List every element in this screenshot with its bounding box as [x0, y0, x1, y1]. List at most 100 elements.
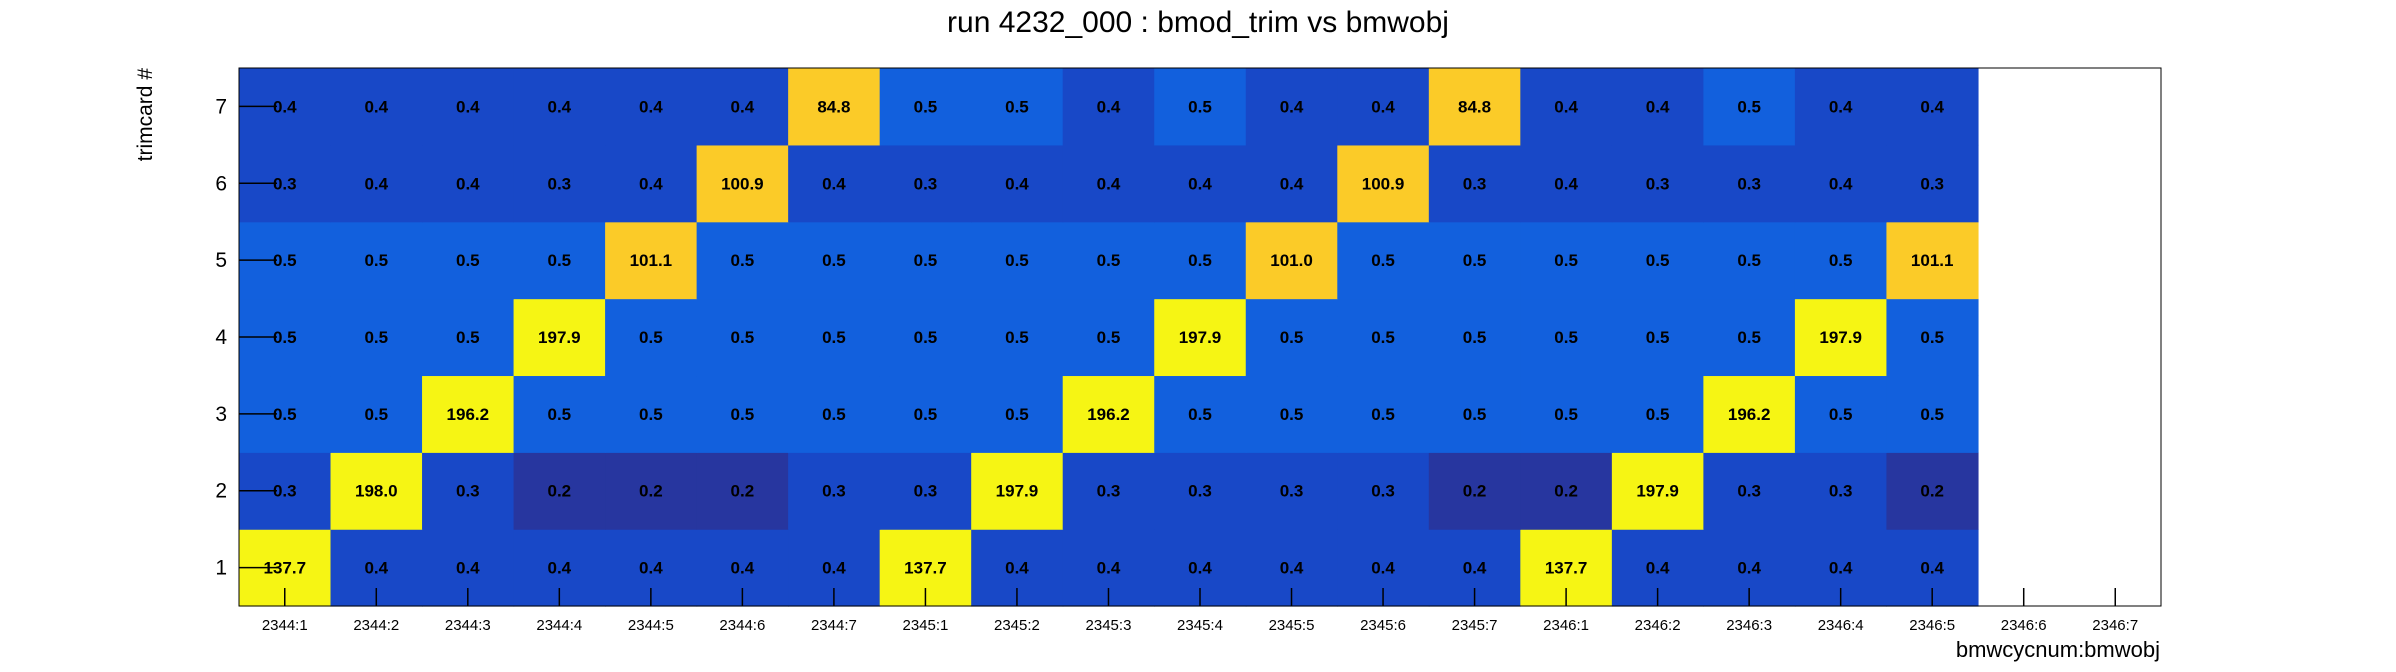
- cell-value-label: 0.3: [548, 174, 572, 193]
- cell-value-label: 196.2: [447, 405, 490, 424]
- cell-value-label: 0.4: [1920, 559, 1944, 578]
- x-tick-label: 2345:2: [994, 617, 1040, 634]
- heatmap-cell: [513, 144, 606, 223]
- heatmap-cell: [1062, 452, 1155, 530]
- heatmap-cell: [330, 298, 423, 377]
- heatmap-cell: [1428, 221, 1521, 300]
- heatmap-cell: [1794, 298, 1888, 377]
- cell-value-label: 0.5: [1097, 251, 1121, 270]
- x-tick-label: 2345:4: [1177, 617, 1223, 634]
- heatmap-cell: [1154, 221, 1247, 300]
- cell-value-label: 0.5: [1646, 251, 1670, 270]
- x-tick-label: 2346:2: [1635, 617, 1681, 634]
- cell-value-label: 0.4: [1829, 559, 1853, 578]
- cell-value-label: 0.4: [731, 559, 755, 578]
- chart-title: run 4232_000 : bmod_trim vs bmwobj: [947, 6, 1449, 39]
- cell-value-label: 0.5: [1554, 251, 1578, 270]
- heatmap-cell: [1794, 452, 1888, 530]
- heatmap-cell: [1062, 375, 1155, 453]
- heatmap-cell: [1520, 375, 1613, 453]
- heatmap-cell: [1520, 221, 1613, 300]
- heatmap-cell: [1428, 68, 1521, 146]
- heatmap-cell: [422, 375, 515, 453]
- heatmap-cell: [1794, 375, 1888, 453]
- x-tick-label: 2345:6: [1360, 617, 1406, 634]
- cell-value-label: 101.1: [1911, 251, 1954, 270]
- cell-value-label: 0.5: [1188, 405, 1212, 424]
- x-tick-labels: 2344:1 2344:2 2344:3 2344:4 2344:5 2344:6 2344…: [262, 617, 2138, 634]
- heatmap-cell: [605, 375, 698, 453]
- heatmap-cell: [1611, 144, 1704, 223]
- cell-value-label: 0.4: [639, 559, 663, 578]
- cell-value-label: 0.5: [1371, 405, 1395, 424]
- heatmap-cell: [1428, 452, 1521, 530]
- cell-value-label: 0.3: [1371, 482, 1395, 501]
- cell-value-label: 0.4: [639, 174, 663, 193]
- x-tick-label: 2344:2: [353, 617, 399, 634]
- cell-value-label: 0.4: [1554, 97, 1578, 116]
- cell-value-label: 0.5: [1737, 251, 1761, 270]
- cell-value-label: 0.5: [364, 328, 388, 347]
- cell-value-label: 0.3: [822, 482, 846, 501]
- cell-value-label: 0.5: [364, 405, 388, 424]
- cell-value-label: 0.3: [1829, 482, 1853, 501]
- heatmap-cell: [971, 298, 1064, 377]
- heatmap-cell: [1428, 144, 1521, 223]
- heatmap-cell: [605, 221, 698, 300]
- heatmap-cell: [513, 375, 606, 453]
- cell-value-label: 0.4: [1829, 97, 1853, 116]
- cell-value-label: 0.5: [1097, 328, 1121, 347]
- heatmap-cell: [1886, 375, 1979, 453]
- heatmap-cell: [330, 144, 423, 223]
- cell-value-label: 0.5: [731, 328, 755, 347]
- heatmap-cell: [1611, 68, 1704, 146]
- x-tick-label: 2344:6: [719, 617, 765, 634]
- cell-value-label: 197.9: [538, 328, 581, 347]
- heatmap-cell: [422, 452, 515, 530]
- cell-value-label: 137.7: [263, 559, 306, 578]
- y-tick-labels: 1 2 3 4 5 6 7: [215, 95, 227, 579]
- cell-value-label: 0.2: [1920, 482, 1944, 501]
- cell-value-label: 0.4: [1371, 559, 1395, 578]
- x-tick-label: 2346:3: [1726, 617, 1772, 634]
- cell-value-label: 0.5: [1920, 405, 1944, 424]
- heatmap-cell: [1245, 452, 1338, 530]
- cell-value-label: 0.2: [639, 482, 663, 501]
- heatmap-cell: [1703, 144, 1796, 223]
- cell-value-label: 0.4: [1280, 174, 1304, 193]
- x-tick-label: 2344:7: [811, 617, 857, 634]
- heatmap-cell: [788, 452, 881, 530]
- heatmap-cell: [1703, 68, 1796, 146]
- cell-value-label: 0.3: [914, 174, 938, 193]
- heatmap-cell: [971, 68, 1064, 146]
- cell-value-label: 196.2: [1728, 405, 1771, 424]
- cell-value-label: 0.4: [1097, 97, 1121, 116]
- heatmap-cell: [1611, 298, 1704, 377]
- heatmap-cell: [788, 298, 881, 377]
- heatmap-cell: [879, 452, 972, 530]
- heatmap-cell: [1520, 452, 1613, 530]
- heatmap-cell: [788, 144, 881, 223]
- cell-value-label: 0.5: [1371, 328, 1395, 347]
- cell-value-label: 0.4: [1097, 174, 1121, 193]
- heatmap-cell: [1428, 375, 1521, 453]
- cell-value-label: 0.2: [731, 482, 755, 501]
- heatmap-cell: [1611, 221, 1704, 300]
- heatmap-cell: [879, 68, 972, 146]
- heatmap-cell: [788, 375, 881, 453]
- heatmap-cell: [1428, 298, 1521, 377]
- heatmap-cell: [1886, 221, 1979, 300]
- cell-value-label: 0.4: [1920, 97, 1944, 116]
- heatmap-cell: [1154, 68, 1247, 146]
- y-tick-label: 3: [215, 403, 227, 426]
- heatmap-cell: [1337, 375, 1430, 453]
- cell-value-label: 0.4: [1005, 559, 1029, 578]
- heatmap-cell: [879, 298, 972, 377]
- heatmap-cell: [696, 144, 789, 223]
- heatmap-cell: [1520, 144, 1613, 223]
- cell-value-label: 0.5: [548, 405, 572, 424]
- cell-value-label: 84.8: [817, 97, 850, 116]
- heatmap-cell: [1337, 452, 1430, 530]
- heatmap-cell: [330, 68, 423, 146]
